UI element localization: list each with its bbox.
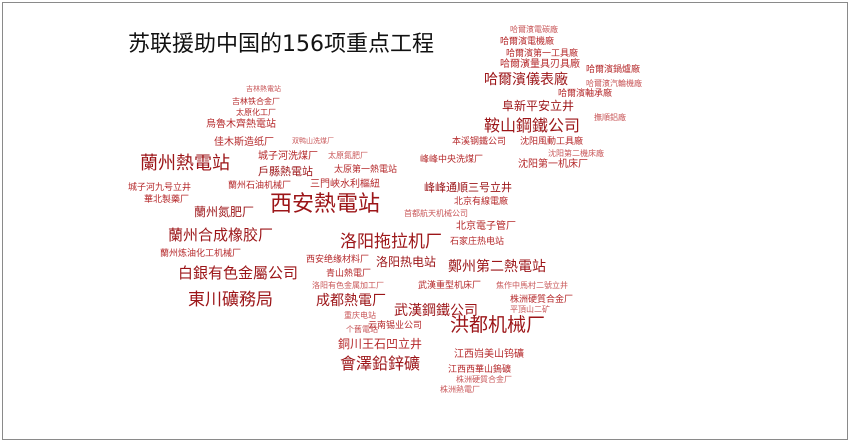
cloud-word: 焦作中馬村二號立井 [496, 281, 568, 290]
cloud-word: 蘭州炼油化工机械厂 [160, 249, 242, 259]
cloud-word: 洛阳热电站 [376, 255, 437, 269]
cloud-word: 江西西華山鎢礦 [448, 365, 512, 375]
cloud-word: 東川礦務局 [188, 290, 273, 310]
cloud-word: 白銀有色金屬公司 [178, 264, 299, 282]
cloud-word: 洪都机械厂 [450, 314, 546, 336]
cloud-word: 株洲熱電厂 [440, 385, 480, 394]
cloud-word: 吉林铁合金厂 [232, 97, 280, 106]
cloud-word: 石家庄热电站 [450, 237, 505, 247]
cloud-word: 重庆电站 [344, 311, 376, 320]
cloud-word: 蘭州氮肥厂 [194, 205, 255, 219]
cloud-word: 哈爾濱電碳廠 [510, 25, 558, 34]
cloud-word: 株洲硬質合金厂 [510, 295, 574, 305]
page-title: 苏联援助中国的156项重点工程 [128, 32, 434, 57]
cloud-word: 撫順鋁廠 [594, 113, 626, 122]
cloud-word: 哈爾濱汽輪機廠 [586, 79, 642, 88]
cloud-word: 平頂山二矿 [510, 305, 550, 314]
cloud-word: 株洲硬質合金厂 [456, 375, 512, 384]
cloud-word: 佳木斯造纸厂 [214, 137, 274, 148]
cloud-word: 峰峰中央洗煤厂 [420, 155, 484, 165]
cloud-word: 西安熱電站 [270, 192, 381, 217]
cloud-word: 北京有線電廠 [454, 197, 509, 207]
cloud-word: 烏魯木齊熱電站 [206, 119, 276, 130]
cloud-word: 个舊電站 [346, 325, 378, 334]
cloud-word: 沈阳第一机床厂 [518, 159, 588, 170]
cloud-word: 哈爾濱電機廠 [500, 37, 555, 47]
cloud-word: 戶縣熱電站 [258, 165, 313, 178]
cloud-word: 云南锡业公司 [368, 321, 423, 331]
cloud-word: 鞍山鋼鐵公司 [484, 116, 581, 135]
cloud-word: 哈爾濱量具刃具廠 [500, 59, 580, 70]
cloud-word: 洛阳拖拉机厂 [340, 232, 442, 252]
cloud-word: 城子河九号立井 [128, 183, 192, 193]
cloud-word: 會澤鉛鋅礦 [340, 354, 421, 373]
cloud-word: 首都航天机械公司 [404, 209, 468, 218]
cloud-word: 華北製藥厂 [144, 195, 190, 205]
cloud-word: 哈爾濱軸承廠 [558, 89, 613, 99]
cloud-word: 蘭州石油机械厂 [228, 181, 292, 191]
cloud-word: 沈阳風動工具廠 [520, 137, 584, 147]
cloud-word: 西安绝缘材料厂 [306, 255, 370, 265]
cloud-word: 吉林熱電站 [246, 85, 281, 93]
cloud-word: 双鸭山洗煤厂 [292, 137, 334, 145]
cloud-word: 哈爾濱第一工具廠 [506, 49, 579, 59]
cloud-word: 武漢重型机床厂 [418, 281, 482, 291]
cloud-word: 北京電子管厂 [456, 221, 516, 232]
cloud-word: 太原氮肥厂 [328, 151, 368, 160]
cloud-word: 城子河洗煤厂 [258, 151, 318, 162]
cloud-word: 銅川王石凹立井 [338, 337, 423, 351]
cloud-word: 江西岿美山钨礦 [454, 349, 524, 360]
cloud-word: 阜新平安立井 [502, 99, 575, 113]
cloud-word: 蘭州熱電站 [140, 153, 230, 174]
cloud-word: 哈爾濱鍋爐廠 [586, 65, 641, 75]
image-frame [2, 2, 848, 440]
cloud-word: 太原第一熱電站 [334, 165, 398, 175]
cloud-word: 三門峽水利樞紐 [310, 179, 380, 190]
cloud-word: 太原化工厂 [236, 108, 276, 117]
cloud-word: 鄭州第二熱電站 [448, 259, 546, 275]
cloud-word: 沈阳第二機床廠 [548, 149, 604, 158]
cloud-word: 成都熱電厂 [316, 293, 386, 309]
cloud-word: 哈爾濱儀表廠 [484, 72, 568, 88]
cloud-word: 峰峰通順三号立井 [424, 181, 512, 194]
cloud-word: 青山熱電厂 [326, 269, 372, 279]
cloud-word: 洛阳有色金属加工厂 [312, 281, 384, 290]
cloud-word: 本溪钢鐵公司 [452, 137, 507, 147]
cloud-word: 武漢鋼鐵公司 [394, 303, 478, 319]
cloud-word: 蘭州合成橡胶厂 [168, 226, 274, 244]
